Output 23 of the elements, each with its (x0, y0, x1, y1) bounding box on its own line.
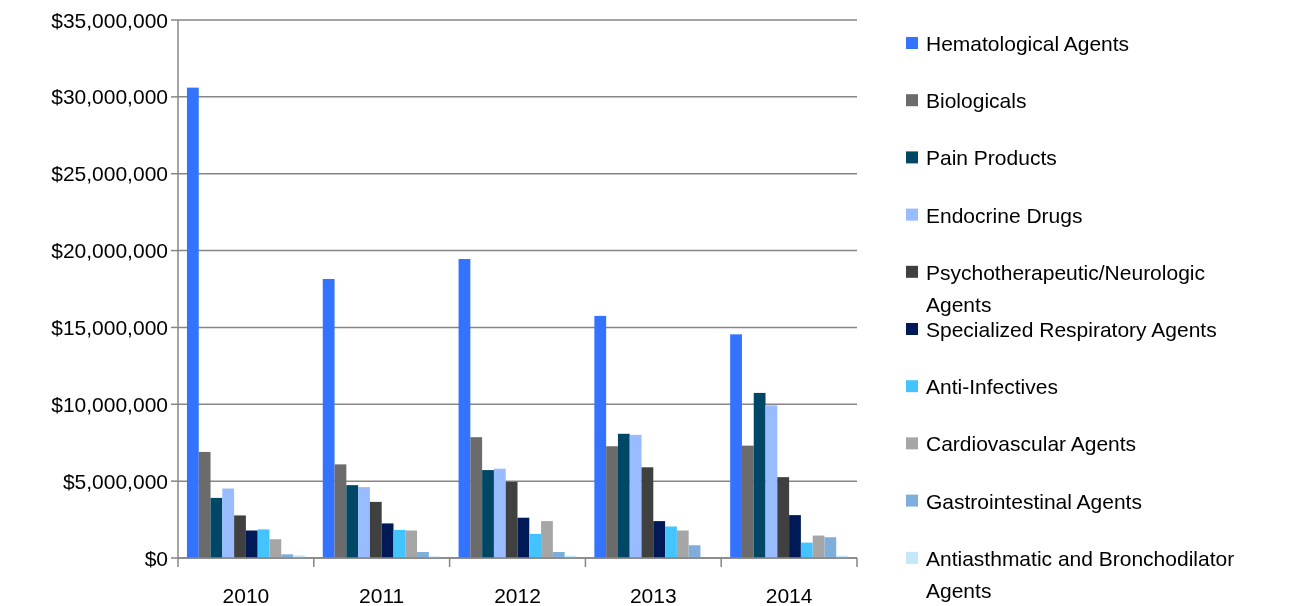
y-tick-label: $5,000,000 (62, 469, 168, 493)
legend-label: Specialized Respiratory Agents (926, 317, 1217, 341)
x-tick-label: 2011 (359, 583, 405, 606)
x-tick-label: 2010 (222, 583, 270, 606)
legend-label: Cardiovascular Agents (926, 431, 1137, 455)
x-tick-label: 2014 (765, 583, 813, 606)
legend-label: Endocrine Drugs (926, 203, 1083, 227)
legend-label: Biologicals (926, 88, 1027, 112)
legend-label: Anti-Infectives (926, 374, 1058, 398)
y-tick-label: $30,000,000 (51, 85, 168, 109)
x-tick-label: 2013 (629, 583, 677, 606)
legend-label: Pain Products (926, 145, 1057, 169)
legend-label: Gastrointestinal Agents (926, 489, 1142, 513)
y-tick-label: $20,000,000 (51, 239, 168, 263)
legend-label: Hematological Agents (926, 31, 1130, 55)
legend-label: Psychotherapeutic/Neurologic Agents (926, 260, 1205, 316)
legend-label: Antiasthmatic and Bronchodilator Agents (926, 546, 1235, 602)
y-tick-label: $15,000,000 (51, 315, 168, 339)
y-tick-label: $0 (144, 546, 168, 570)
y-tick-label: $35,000,000 (51, 8, 168, 32)
y-tick-label: $25,000,000 (51, 162, 168, 186)
y-tick-label: $10,000,000 (51, 392, 168, 416)
x-tick-label: 2012 (494, 583, 541, 606)
